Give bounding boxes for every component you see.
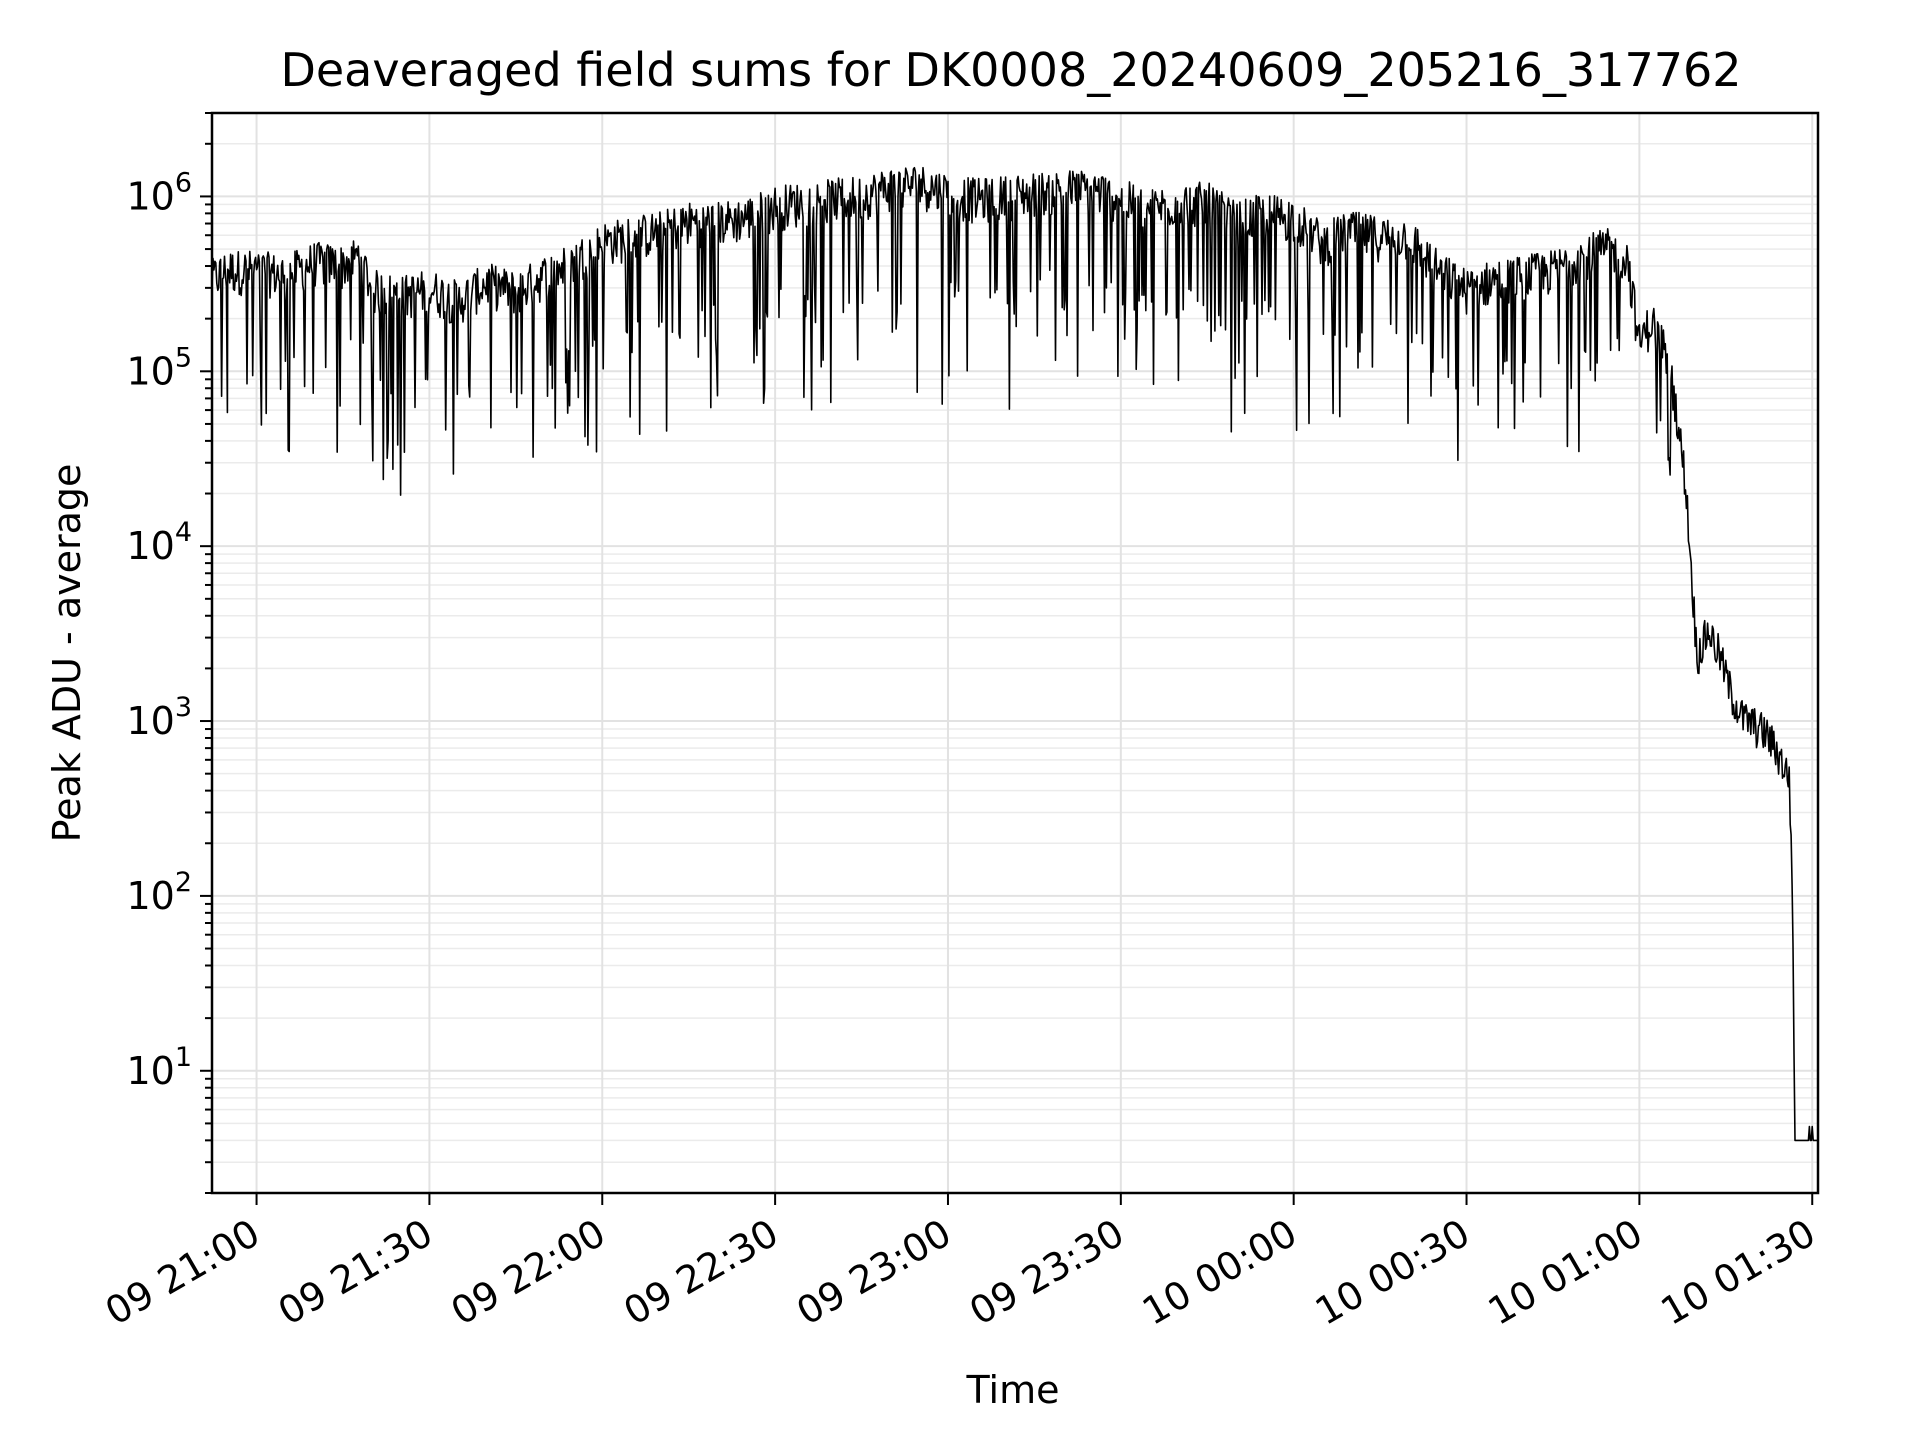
y-tick-label-base: 10 [126,1049,174,1093]
y-tick-label-base: 10 [126,524,174,568]
y-tick-label-base: 10 [126,174,174,218]
y-tick-label-base: 10 [126,699,174,743]
y-tick-label-exponent: 5 [175,342,192,373]
grid [212,112,1818,1194]
chart-title: Deaveraged field sums for DK0008_2024060… [280,43,1741,97]
y-tick-label-exponent: 6 [175,167,192,198]
y-tick-label: 106 [126,167,192,218]
y-tick-label-base: 10 [126,874,174,918]
y-tick-label: 104 [126,517,192,568]
y-tick-label: 103 [126,692,192,743]
y-tick-label-base: 10 [126,349,174,393]
y-tick-label: 102 [126,867,192,918]
series-group [211,166,1818,1142]
y-tick-label-exponent: 2 [175,867,192,898]
x-axis-label: Time [966,1368,1060,1412]
y-tick-label-exponent: 3 [175,692,192,723]
plot-frame [210,111,1820,1195]
y-tick-label-exponent: 1 [175,1042,192,1073]
y-tick-label-exponent: 4 [175,517,192,548]
series-line [211,166,1818,1142]
y-axis-label: Peak ADU - average [45,464,89,843]
y-tick-label: 101 [126,1042,192,1093]
y-tick-label: 105 [126,342,192,393]
